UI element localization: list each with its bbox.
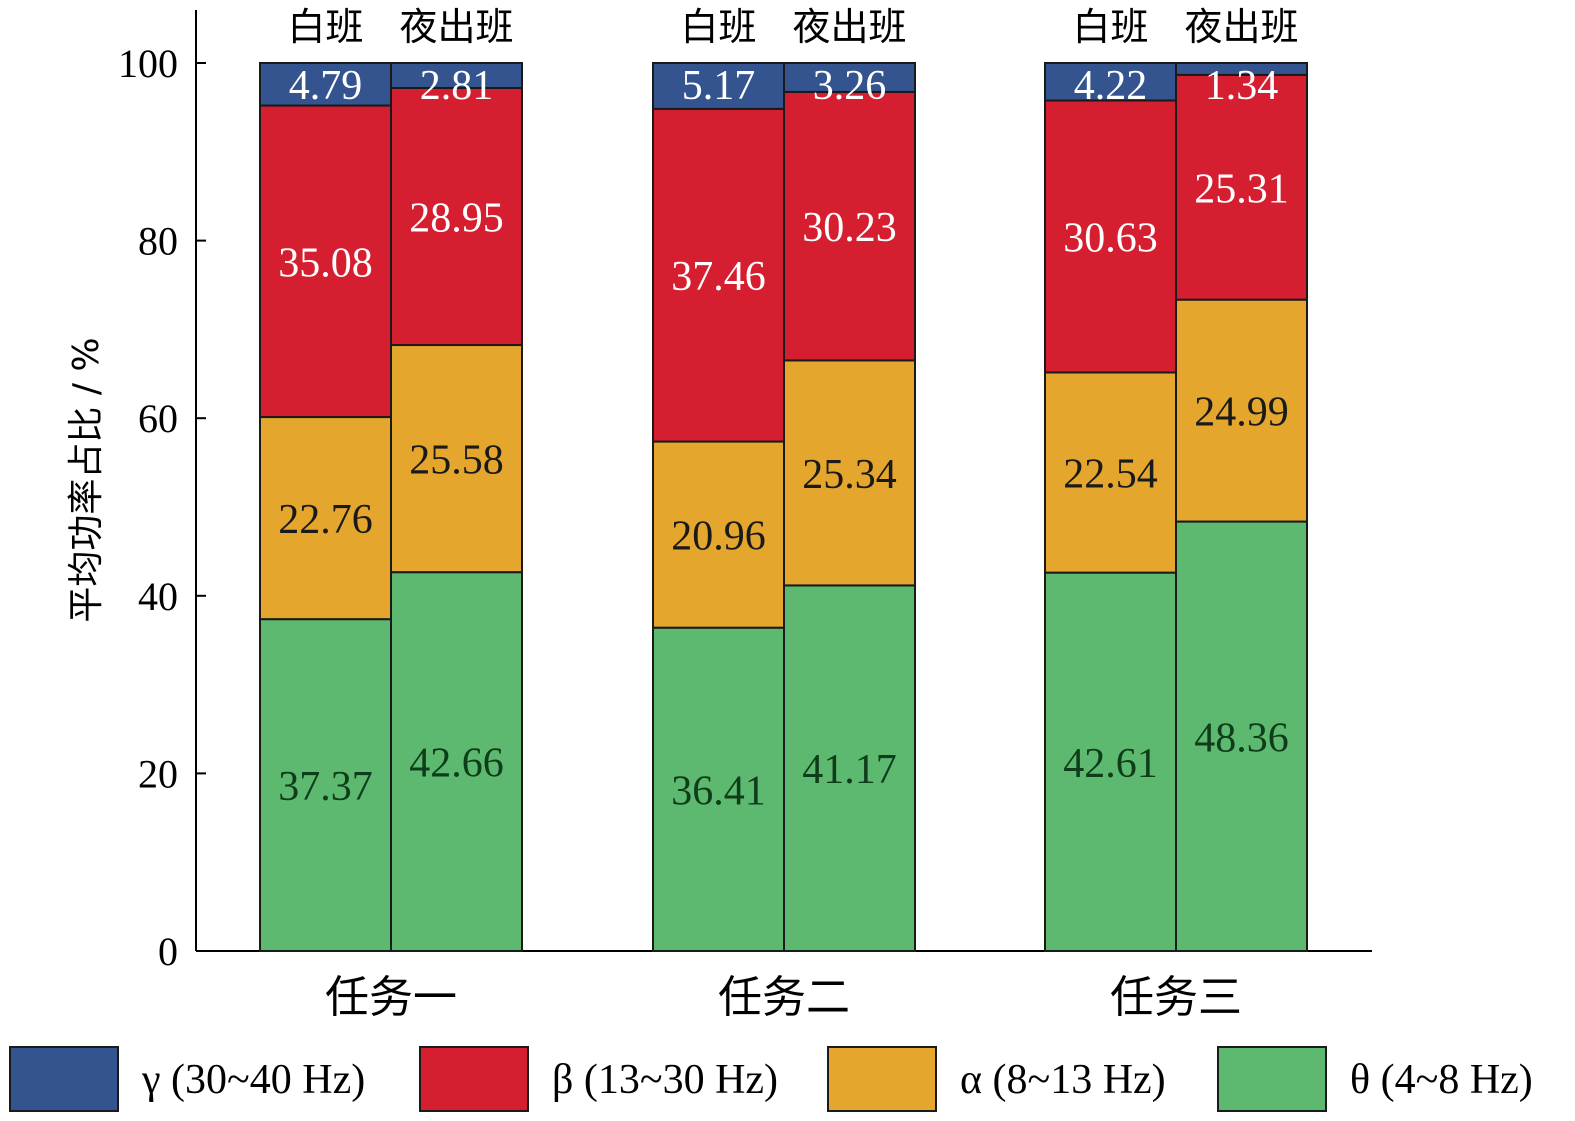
bar-segment xyxy=(652,62,785,110)
bar-segment xyxy=(1044,99,1177,374)
bar-segment xyxy=(783,359,916,587)
legend-swatch xyxy=(827,1046,937,1112)
bar-segment xyxy=(390,62,523,89)
legend-swatch xyxy=(1217,1046,1327,1112)
legend-label: γ (30~40 Hz) xyxy=(141,1057,365,1103)
data-label: 4.22 xyxy=(1074,63,1148,109)
data-label: 5.17 xyxy=(682,63,756,109)
bar-segment xyxy=(1175,73,1308,301)
bar-segment xyxy=(390,571,523,952)
bar-segment xyxy=(652,440,785,629)
data-label: 3.26 xyxy=(813,63,887,109)
bar-segment xyxy=(652,626,785,952)
data-label: 35.08 xyxy=(278,240,373,286)
shift-label: 夜出班 xyxy=(399,5,513,49)
bar-segment xyxy=(1175,520,1308,952)
legend-label: α (8~13 Hz) xyxy=(960,1057,1166,1103)
shift-label: 夜出班 xyxy=(792,5,906,49)
bar-segment xyxy=(259,618,392,953)
legend-label: β (13~30 Hz) xyxy=(552,1057,778,1103)
shift-label: 白班 xyxy=(1072,5,1148,49)
bar-segment xyxy=(390,344,523,574)
bars xyxy=(259,62,1308,953)
x-category-label: 任务一 xyxy=(325,972,457,1023)
legend-label: θ (4~8 Hz) xyxy=(1350,1057,1533,1103)
data-label: 20.96 xyxy=(671,514,766,560)
data-label: 37.46 xyxy=(671,254,766,300)
data-label: 4.79 xyxy=(289,63,363,109)
bar-segment xyxy=(783,62,916,93)
data-label: 22.76 xyxy=(278,497,373,543)
data-label: 28.95 xyxy=(409,195,504,241)
bar-segment xyxy=(1175,62,1308,76)
y-tick-label: 20 xyxy=(138,751,178,796)
bar-segment xyxy=(1044,371,1177,574)
bar-segment xyxy=(783,584,916,952)
y-axis-title: 平均功率占比 / % xyxy=(66,337,107,622)
data-label: 48.36 xyxy=(1194,715,1289,761)
data-label: 2.81 xyxy=(420,63,494,109)
data-label: 22.54 xyxy=(1063,452,1158,498)
shift-label: 白班 xyxy=(680,5,756,49)
data-label: 30.63 xyxy=(1063,215,1158,261)
data-label: 42.61 xyxy=(1063,741,1158,787)
legend-swatch xyxy=(419,1046,529,1112)
data-label: 42.66 xyxy=(409,741,504,787)
data-label: 30.23 xyxy=(802,205,897,251)
data-label: 25.58 xyxy=(409,438,504,484)
bar-segment xyxy=(390,86,523,347)
y-tick-label: 40 xyxy=(138,574,178,619)
data-label: 24.99 xyxy=(1194,390,1289,436)
data-label: 37.37 xyxy=(278,764,373,810)
y-tick-label: 0 xyxy=(158,929,178,974)
shift-label: 白班 xyxy=(287,5,363,49)
data-labels: 白班 37.37 22.76 35.08 4.79 夜出班 42.66 25.58 28.95 2… xyxy=(278,5,1298,814)
x-category-label: 任务三 xyxy=(1110,972,1242,1023)
shift-label: 夜出班 xyxy=(1184,5,1298,49)
legend: γ (30~40 Hz) β (13~30 Hz) α (8~13 Hz) θ (4~… xyxy=(9,1046,1533,1112)
y-tick-label: 80 xyxy=(138,219,178,264)
x-category-label: 任务二 xyxy=(718,972,850,1023)
data-label: 25.34 xyxy=(802,452,897,498)
bar-segment xyxy=(783,90,916,362)
data-label: 25.31 xyxy=(1194,166,1289,212)
axes: 0 20 40 60 80 100 平均功率占比 / % 任务一 任务二 任务三 xyxy=(66,10,1372,1023)
bar-segment xyxy=(259,62,392,107)
legend-swatch xyxy=(9,1046,119,1112)
data-label: 1.34 xyxy=(1205,63,1279,109)
data-label: 41.17 xyxy=(802,747,897,793)
y-tick-label: 60 xyxy=(138,396,178,441)
y-tick-label: 100 xyxy=(118,41,178,86)
data-label: 36.41 xyxy=(671,768,766,814)
bar-segment xyxy=(259,104,392,419)
